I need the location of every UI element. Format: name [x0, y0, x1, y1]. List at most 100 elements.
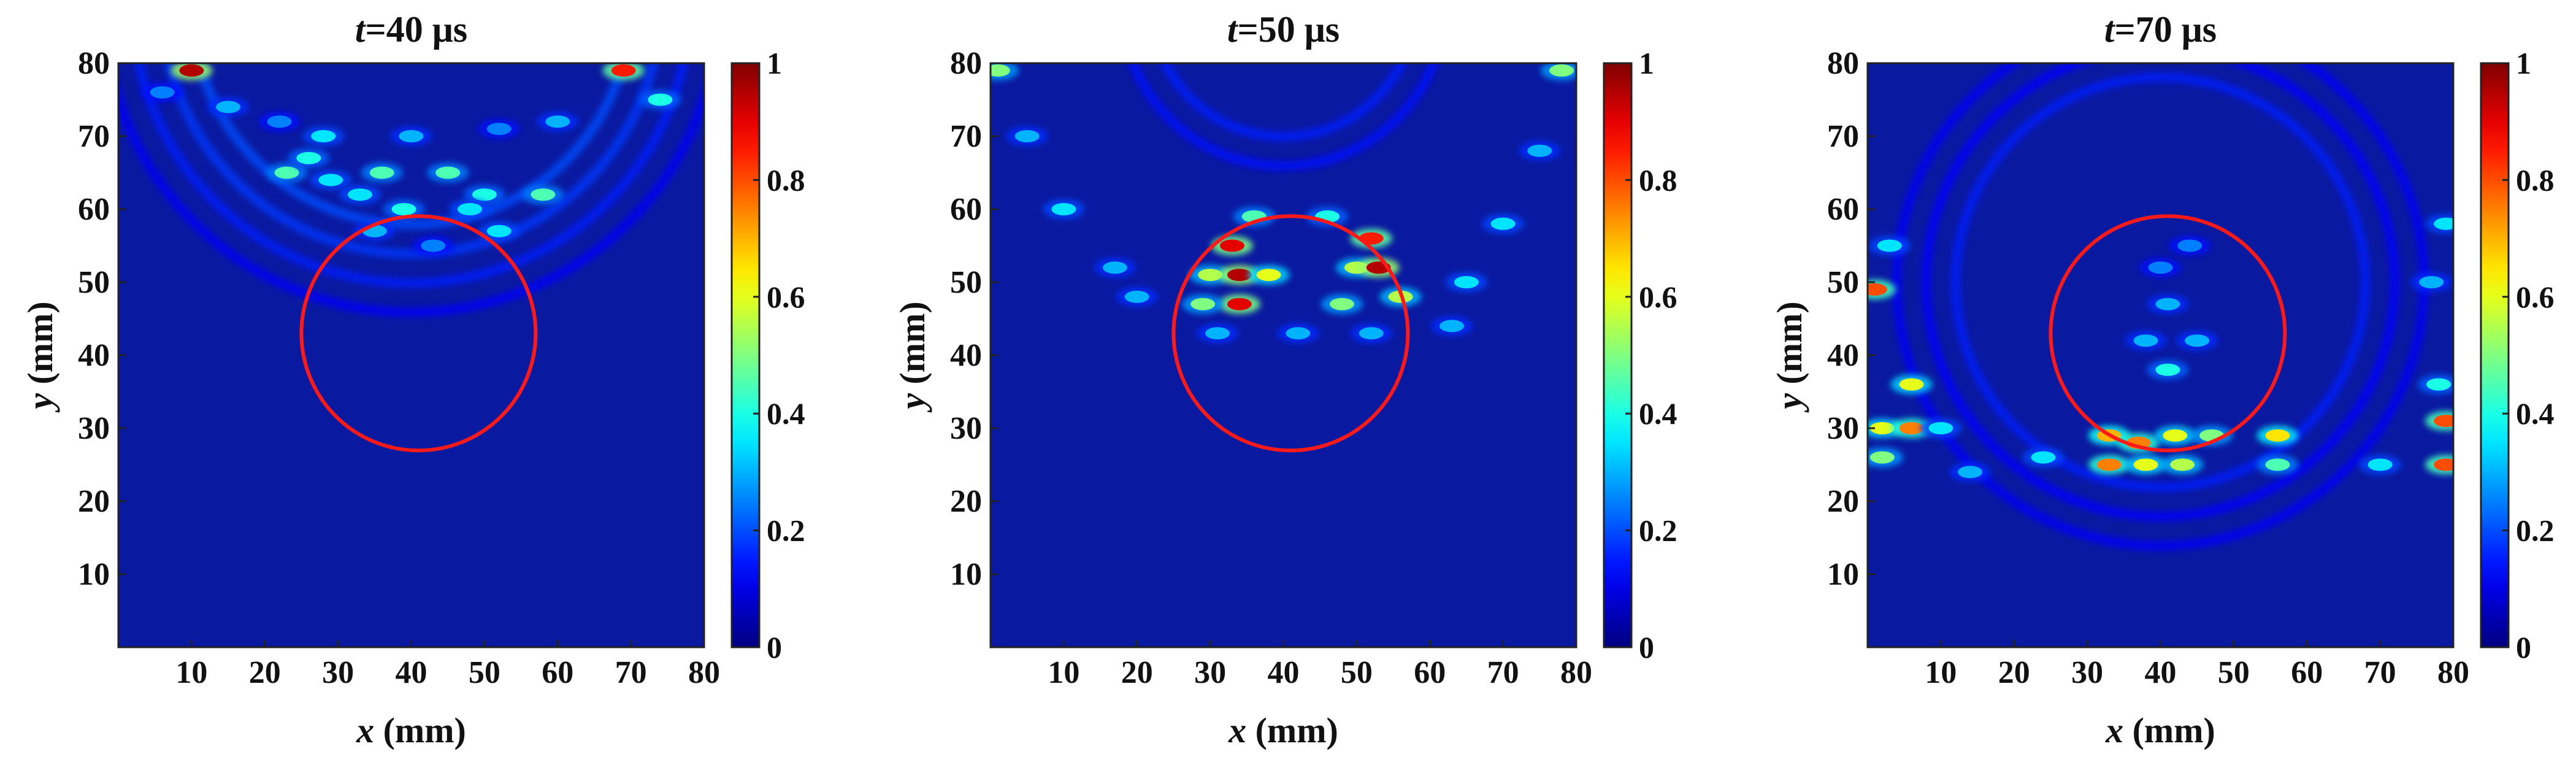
wavefront-arc: [1128, 63, 1439, 171]
hotspot: [1124, 290, 1149, 303]
colorbar-tick-label: 0.2: [1639, 513, 1677, 548]
colorbar-tick-label: 0.6: [2516, 280, 2555, 314]
hotspot: [1359, 327, 1384, 340]
x-tick-label: 60: [542, 655, 573, 690]
hotspot: [2155, 298, 2180, 310]
hotspot: [2096, 458, 2122, 471]
hotspot: [421, 239, 446, 252]
y-tick-label: 40: [950, 338, 982, 373]
y-tick-label: 60: [950, 192, 982, 227]
x-tick-label: 40: [396, 655, 427, 690]
hotspot: [1439, 320, 1465, 333]
y-tick-label: 60: [1827, 192, 1859, 227]
hotspot: [369, 166, 394, 179]
x-tick-label: 80: [1560, 655, 1592, 690]
hotspot: [1868, 283, 1887, 296]
hotspot: [1899, 422, 1924, 434]
hotspot: [2031, 451, 2056, 464]
x-tick-label: 30: [322, 655, 354, 690]
hotspot: [1958, 466, 1983, 479]
y-axis-label: y (mm): [20, 301, 60, 413]
colorbar-tick-label: 0.8: [767, 163, 805, 197]
x-tick-label: 20: [1998, 655, 2030, 690]
colorbar-tick-label: 0.8: [1639, 163, 1677, 197]
hotspot: [2155, 363, 2180, 376]
hotspot: [648, 93, 673, 106]
colorbar-tick-label: 0.6: [767, 280, 805, 314]
x-tick-label: 60: [2291, 655, 2323, 690]
hotspot: [458, 203, 482, 215]
hotspot: [486, 123, 512, 136]
wavefront-arc: [134, 63, 689, 288]
x-axis-label: x (mm): [356, 710, 466, 750]
hotspot: [2265, 429, 2290, 442]
defect-circle: [299, 214, 538, 453]
hotspot: [1454, 276, 1479, 288]
y-axis-label: y (mm): [1769, 301, 1809, 413]
y-tick-label: 30: [78, 411, 110, 446]
y-tick-label: 80: [78, 46, 110, 81]
colorbar-tick-label: 0.4: [1639, 396, 1677, 431]
hotspot: [1198, 269, 1223, 282]
hotspot: [1014, 130, 1040, 142]
x-axis-label: x (mm): [1228, 710, 1338, 750]
hotspot: [2170, 458, 2195, 471]
hotspot: [2185, 334, 2210, 347]
colorbar-tick-label: 0: [2516, 630, 2531, 664]
panel-title: t=50 μs: [1227, 9, 1340, 50]
colorbar-tick-label: 0.4: [2516, 396, 2555, 431]
y-tick-label: 40: [1827, 338, 1859, 373]
hotspot: [216, 101, 241, 113]
x-tick-label: 50: [2218, 655, 2250, 690]
hotspot: [2419, 276, 2444, 288]
y-tick-label: 30: [1827, 411, 1859, 446]
x-axis-label: x (mm): [2105, 710, 2215, 750]
hotspot: [1527, 144, 1552, 157]
y-tick-label: 50: [1827, 265, 1859, 300]
hotspot: [1190, 298, 1216, 310]
y-tick-label: 40: [78, 338, 110, 373]
y-axis-label: y (mm): [892, 301, 932, 413]
hotspot: [2148, 261, 2173, 274]
hotspot: [1877, 239, 1902, 252]
hotspot: [1205, 327, 1230, 340]
hotspot: [991, 64, 1010, 77]
hotspot: [2426, 378, 2451, 391]
x-tick-label: 20: [249, 655, 281, 690]
y-tick-label: 70: [950, 119, 982, 154]
colorbar-tick-label: 0.8: [2516, 163, 2555, 197]
y-tick-label: 10: [950, 557, 982, 592]
x-tick-label: 50: [469, 655, 500, 690]
y-tick-label: 30: [950, 411, 982, 446]
x-tick-label: 10: [1925, 655, 1957, 690]
x-tick-label: 70: [2364, 655, 2396, 690]
y-tick-label: 10: [78, 557, 110, 592]
x-tick-label: 30: [1194, 655, 1226, 690]
colorbar-tick-label: 1: [1639, 46, 1654, 80]
heatmap-background: [991, 63, 1576, 647]
x-tick-label: 20: [1121, 655, 1153, 690]
y-tick-label: 60: [78, 192, 110, 227]
x-tick-label: 60: [1414, 655, 1446, 690]
x-tick-label: 40: [1268, 655, 1300, 690]
hotspot: [1928, 422, 1953, 434]
y-tick-label: 70: [1827, 119, 1859, 154]
x-tick-label: 30: [2071, 655, 2103, 690]
colorbar-tick-label: 0.2: [2516, 513, 2555, 548]
hotspot: [1286, 327, 1311, 340]
y-tick-label: 50: [950, 265, 982, 300]
x-tick-label: 80: [2437, 655, 2469, 690]
hotspot: [1102, 261, 1127, 274]
hotspot: [2434, 458, 2453, 471]
hotspot: [347, 188, 372, 201]
hotspot: [1490, 217, 1516, 230]
hotspot: [179, 64, 204, 77]
hotspot: [391, 203, 416, 215]
hotspot: [1869, 422, 1895, 434]
defect-circle: [2049, 214, 2287, 453]
y-tick-label: 80: [950, 46, 982, 81]
hotspot: [318, 174, 343, 186]
